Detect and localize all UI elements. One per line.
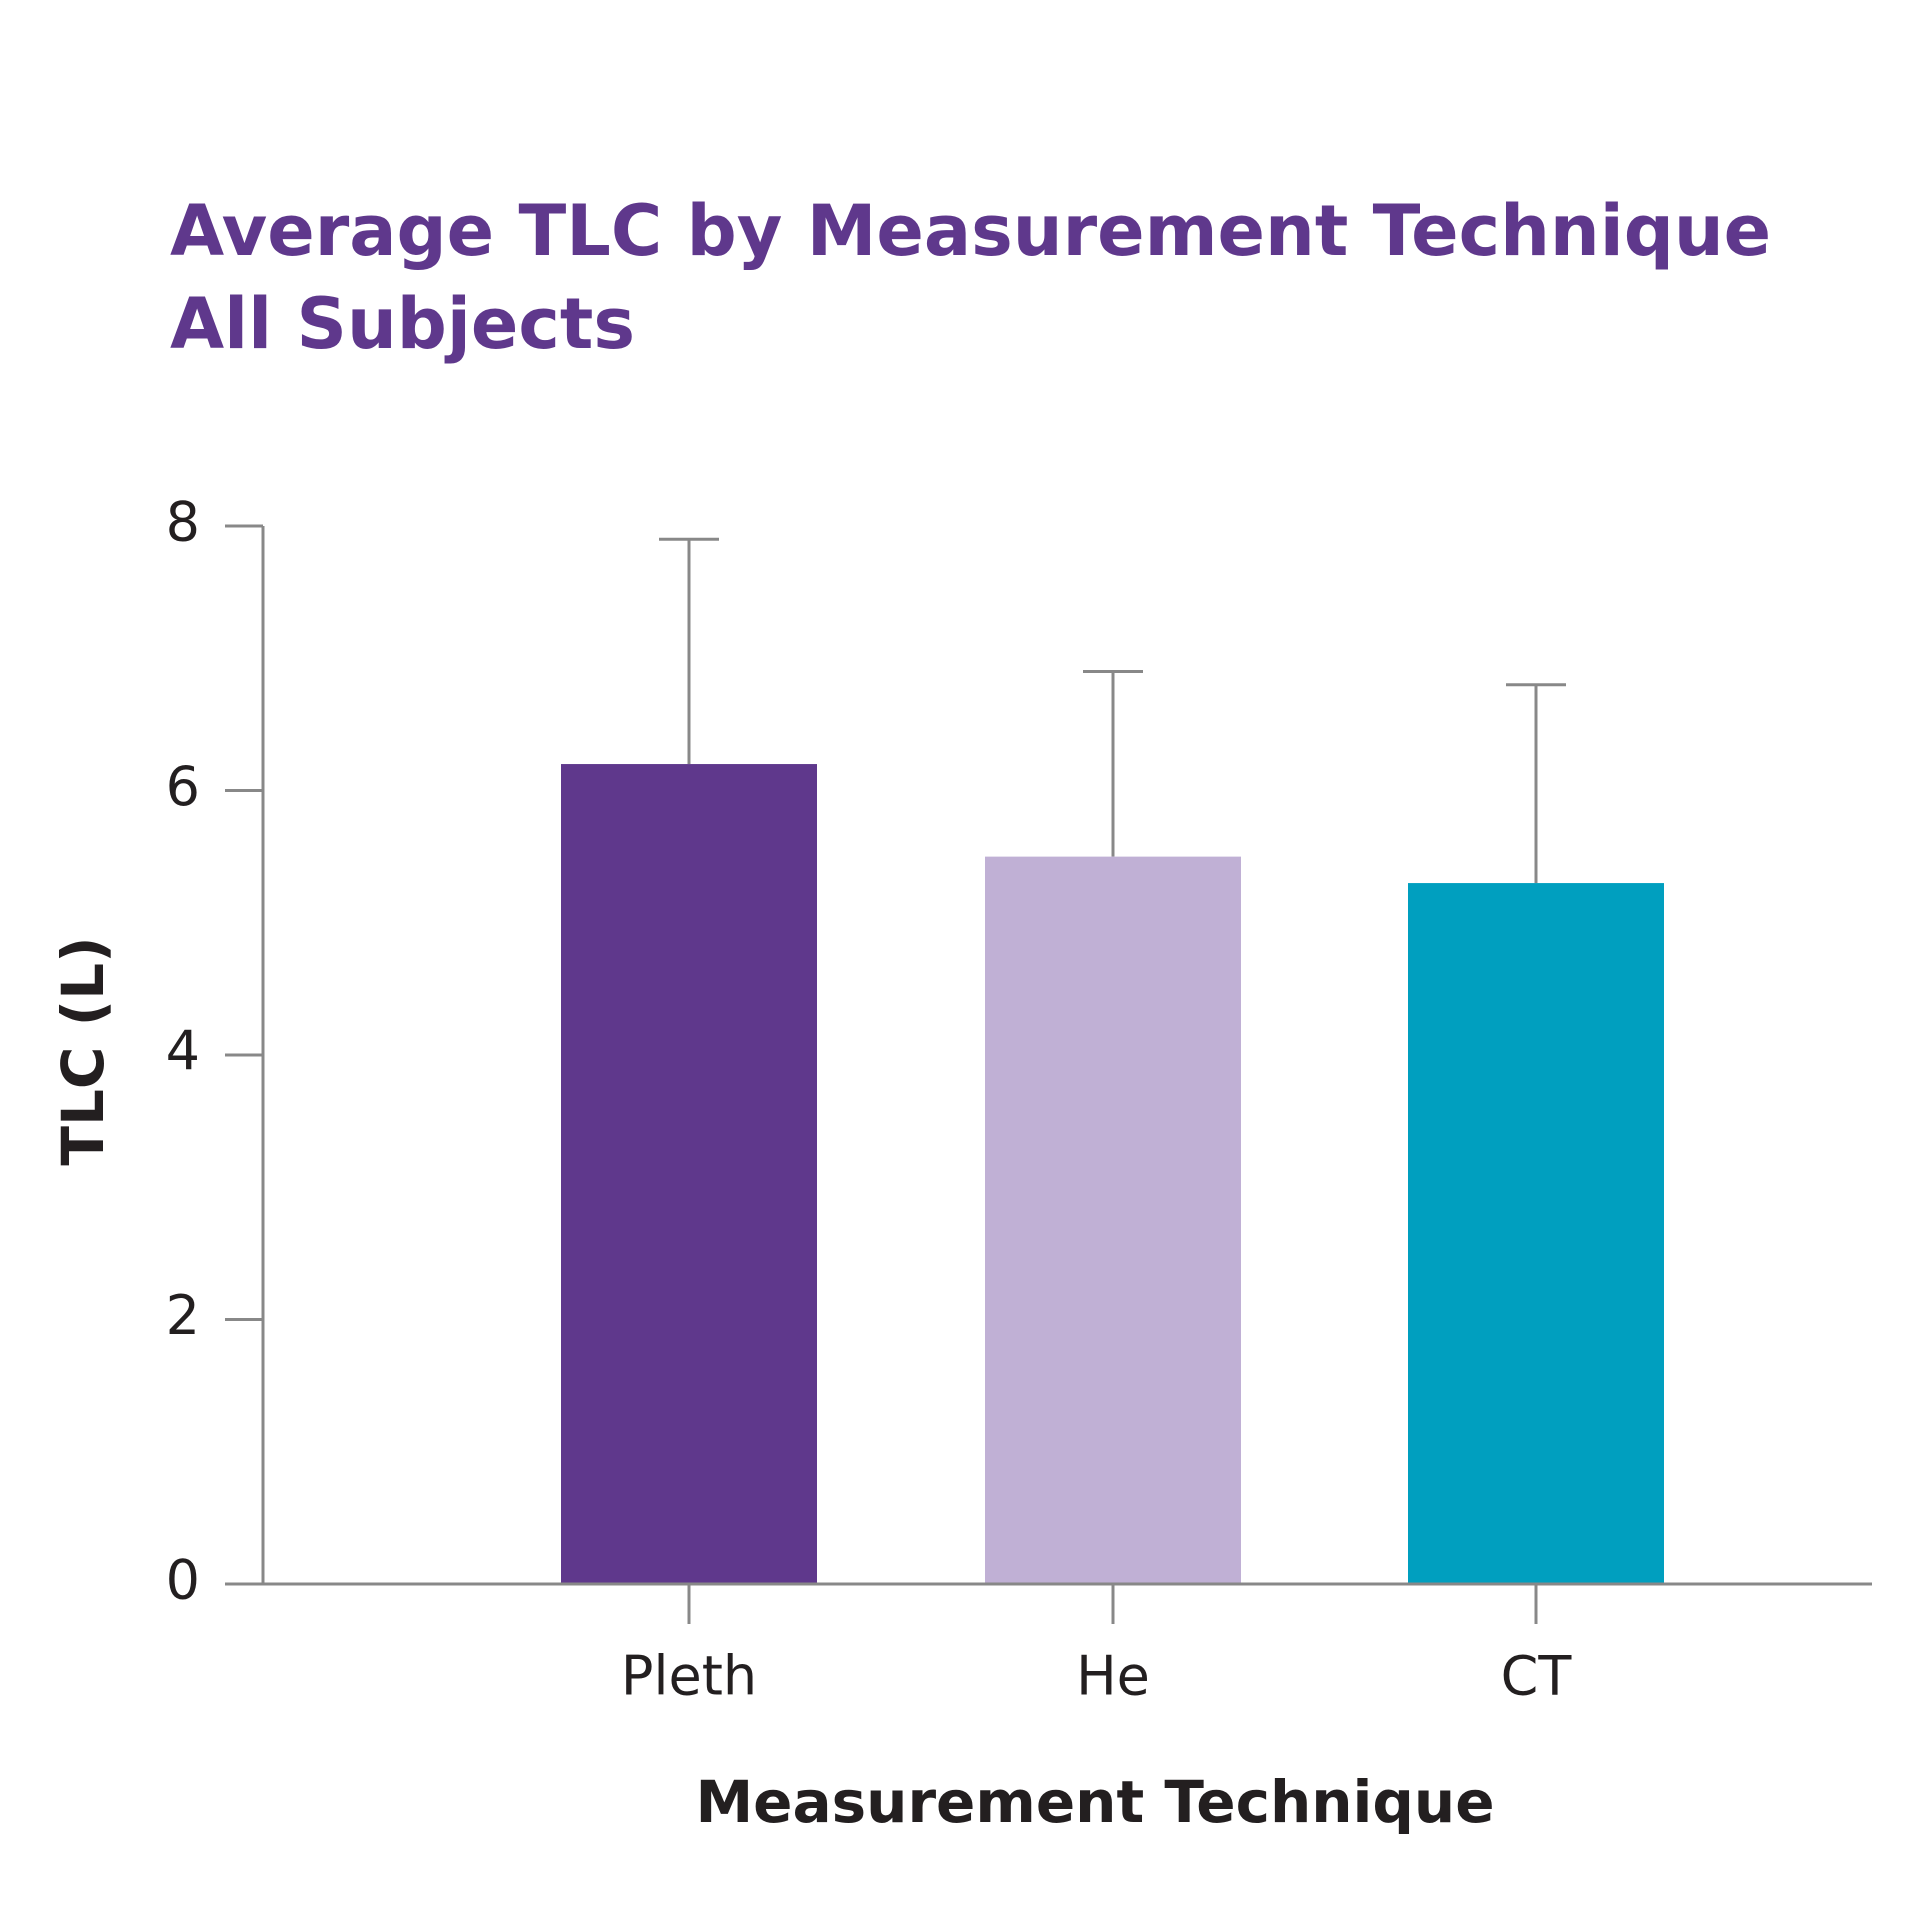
- y-tick-label: 2: [166, 1284, 200, 1347]
- x-tick-label: CT: [1501, 1645, 1573, 1708]
- x-tick-label: He: [1076, 1645, 1150, 1708]
- chart-title: Average TLC by Measurement Technique: [170, 190, 1771, 272]
- chart-subtitle: All Subjects: [170, 283, 635, 365]
- y-tick-label: 8: [166, 491, 200, 554]
- y-tick-label: 6: [166, 755, 200, 818]
- x-tick-label: Pleth: [621, 1645, 757, 1708]
- bar: [561, 764, 817, 1584]
- x-axis-title: Measurement Technique: [695, 1768, 1494, 1836]
- y-tick-label: 4: [166, 1020, 200, 1083]
- y-axis-title: TLC (L): [49, 936, 117, 1165]
- y-tick-label: 0: [166, 1549, 200, 1612]
- bar: [985, 856, 1241, 1584]
- bar: [1408, 883, 1664, 1584]
